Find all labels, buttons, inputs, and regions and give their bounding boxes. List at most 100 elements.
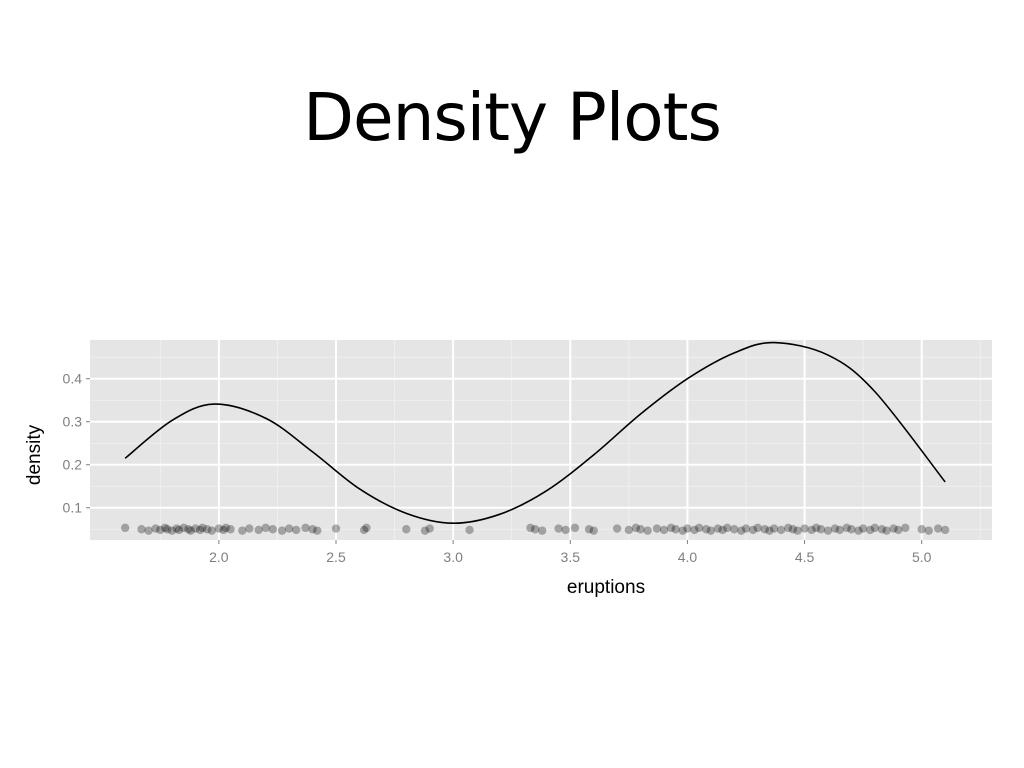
rug-point [842,523,851,533]
rug-point [706,526,716,535]
rug-point [226,525,235,534]
rug-point [191,524,200,533]
rug-point [760,525,769,534]
rug-point [701,525,711,534]
rug-point [261,523,270,533]
rug-point [753,523,762,533]
rug-point [643,526,652,535]
rug-point [854,526,863,535]
y-axis-title: density [24,424,45,485]
rug-point [420,526,430,535]
rug-point [202,525,212,534]
x-tick-label: 4.0 [678,549,698,565]
rug-point [737,526,746,535]
rug-point [769,524,779,533]
rug-point [823,526,833,535]
rug-point [554,524,563,533]
rug-point [359,525,369,535]
y-tick-label: 0.3 [63,414,83,430]
rug-point [612,524,622,533]
rug-point [120,523,130,533]
rug-point [277,526,287,535]
rug-point [172,524,181,533]
rug-point [184,525,193,534]
rug-point [793,526,802,535]
rug-point [308,525,317,534]
rug-point [776,525,786,535]
rug-point [652,524,662,533]
rug-point [816,525,826,534]
rug-point [156,525,165,535]
rug-point [723,523,732,533]
rug-point [254,525,263,535]
rug-point [207,526,217,535]
rug-point [331,524,341,533]
rug-point [186,526,195,535]
x-tick-label: 3.0 [443,549,463,565]
rug-point [291,525,301,535]
rug-point [765,526,774,535]
rug-point [830,524,840,533]
x-tick-label: 2.0 [209,549,229,565]
y-tick-label: 0.1 [63,500,83,516]
rug-point [402,525,411,534]
rug-point [666,523,676,533]
rug-point [137,525,146,534]
rug-point [631,523,641,533]
x-tick-label: 2.5 [326,549,346,565]
rug-point [683,524,692,533]
rug-point [694,523,704,533]
x-axis-title: eruptions [567,577,645,598]
rug-point [537,526,547,535]
rug-point [561,525,570,535]
y-tick-label: 0.2 [63,457,83,473]
density-curve [124,341,946,525]
rug-point [198,523,207,533]
rug-point [800,524,809,533]
x-tick-label: 3.5 [561,549,581,565]
rug-point [624,525,634,535]
rug-point [940,525,950,535]
rug-point [865,525,875,535]
rug-point [882,526,891,535]
rug-point [741,524,751,533]
rug-point [584,525,594,534]
rug-point [894,525,903,535]
plot-panel [90,340,992,540]
rug-point [678,526,687,535]
rug-point [877,525,887,534]
rug-point [636,525,645,534]
rug-point [163,525,172,534]
rug-point [179,523,188,533]
rug-point [219,525,228,535]
rug-point [526,523,535,533]
rug-point [589,526,598,535]
rug-point [730,525,739,534]
rug-point [788,525,798,534]
rug-point [160,523,170,533]
rug-point [570,523,580,533]
rug-point [301,523,310,533]
rug-point [245,524,254,533]
rug-point [284,524,294,533]
slide-title: Density Plots [303,79,722,156]
rug-point [221,523,231,533]
rug-point [690,525,699,535]
rug-point [933,524,943,533]
rug-point [917,525,926,534]
rug-point [870,523,880,533]
rug-point [718,525,727,535]
rug-point [195,525,205,535]
rug-point [671,525,680,534]
rug-point [174,525,184,535]
rug-point [144,526,153,535]
rug-point [713,524,723,533]
rug-point [807,525,816,535]
x-tick-label: 4.5 [795,549,815,565]
rug-point [924,526,933,535]
rug-point [167,526,177,535]
rug-point [835,525,844,535]
rug-point [659,525,669,535]
rug-point [530,525,540,534]
